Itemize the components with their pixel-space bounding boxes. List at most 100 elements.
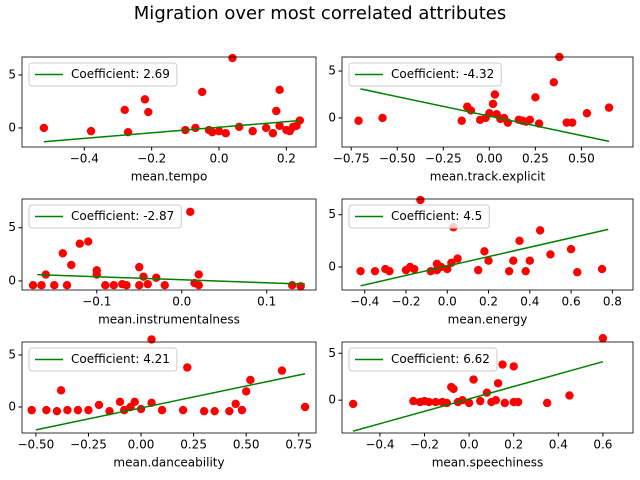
point <box>604 103 614 112</box>
point <box>214 126 224 136</box>
fit-line <box>37 273 305 285</box>
point <box>27 405 36 415</box>
legend-box <box>348 62 502 87</box>
point <box>498 360 507 369</box>
point <box>28 281 38 290</box>
point <box>504 266 514 276</box>
x-tick-label: 0.0 <box>172 295 191 309</box>
y-tick-label: 5 <box>8 348 16 362</box>
point <box>246 375 255 385</box>
x-tick-label: 0.4 <box>549 438 568 452</box>
point <box>385 266 394 276</box>
legend: Coefficient: 4.21 <box>28 347 178 372</box>
axes: −0.75 −0.50 −0.25 0.00 0.25 0.50 0 5 mean.track.… <box>328 52 634 184</box>
point <box>464 398 474 408</box>
axes-frame <box>341 341 634 434</box>
legend: Coefficient: 4.5 <box>348 204 490 229</box>
point <box>208 127 217 137</box>
x-axis-label: mean.speechiness <box>432 456 544 470</box>
point <box>272 106 281 116</box>
point <box>449 384 458 394</box>
fit-line <box>352 360 604 432</box>
x-tick-label: 0.00 <box>476 152 503 166</box>
point <box>152 273 161 282</box>
point <box>39 123 49 133</box>
point <box>144 107 153 117</box>
point <box>135 262 144 272</box>
legend-label: Coefficient: 2.69 <box>71 67 170 81</box>
point <box>521 266 530 276</box>
axes: −0.4 −0.2 0.0 0.2 0.4 0.6 0 5 mean.speechiness Co… <box>328 334 634 470</box>
legend-label: Coefficient: 6.62 <box>391 352 490 366</box>
point <box>531 93 540 102</box>
point <box>143 279 152 289</box>
legend-box <box>28 347 178 372</box>
x-axis-label: mean.energy <box>448 313 528 327</box>
axes: −0.1 0.0 0.1 0 5 mean.instrumentalness Coeffic… <box>8 198 317 327</box>
point <box>56 386 66 395</box>
x-axis-label: mean.track.explicit <box>430 170 546 184</box>
point <box>73 405 83 415</box>
point <box>500 398 509 408</box>
y-tick-label: 5 <box>328 64 336 78</box>
point <box>488 99 498 109</box>
legend-label: Coefficient: 4.21 <box>71 352 170 366</box>
point <box>490 90 500 99</box>
x-tick-label: −0.50 <box>379 152 416 166</box>
legend-box <box>348 204 490 229</box>
fit-line <box>43 119 300 143</box>
point <box>37 281 46 290</box>
point <box>277 366 287 375</box>
x-tick-label: 0.0 <box>438 295 457 309</box>
x-tick-label: 0.4 <box>520 295 539 309</box>
legend: Coefficient: 6.62 <box>348 347 498 372</box>
y-tick-label: 0 <box>8 400 16 414</box>
point <box>268 129 278 138</box>
point <box>228 53 237 63</box>
point <box>199 406 209 416</box>
point <box>235 122 244 132</box>
point <box>378 113 387 123</box>
legend: Coefficient: 2.69 <box>28 62 178 87</box>
point <box>157 405 167 415</box>
point <box>509 362 518 371</box>
legend-box <box>28 62 178 87</box>
point <box>566 245 576 254</box>
point <box>109 281 118 290</box>
point <box>84 237 93 246</box>
legend-box <box>28 204 182 229</box>
point <box>597 264 607 274</box>
point <box>431 397 440 407</box>
axes: −0.50 −0.25 0.00 0.25 0.50 0.75 0 5 mean.danceab… <box>8 335 317 470</box>
x-tick-label: −0.25 <box>425 152 462 166</box>
axes-frame <box>21 198 317 291</box>
point <box>453 254 462 263</box>
point <box>469 375 478 384</box>
legend-label: Coefficient: -2.87 <box>71 209 174 223</box>
x-tick-label: −0.2 <box>391 295 420 309</box>
x-tick-label: −0.75 <box>333 152 370 166</box>
x-tick-label: 0.25 <box>180 438 207 452</box>
point <box>248 126 257 136</box>
y-tick-label: 5 <box>8 220 16 234</box>
x-tick-label: 0.50 <box>568 152 595 166</box>
x-tick-label: 0.6 <box>593 438 612 452</box>
point <box>509 256 518 265</box>
x-axis-label: mean.instrumentalness <box>98 313 240 327</box>
point <box>120 105 129 115</box>
point <box>92 266 101 275</box>
point <box>484 256 493 265</box>
point <box>275 121 284 131</box>
axes: −0.4 −0.2 0.0 0.2 0.4 0.6 0.8 0 5 mean.energy Coef… <box>328 195 634 327</box>
x-tick-label: 0.2 <box>504 438 523 452</box>
point <box>565 391 574 400</box>
legend: Coefficient: -2.87 <box>28 204 182 229</box>
point <box>197 87 207 97</box>
point <box>62 281 72 290</box>
point <box>225 406 234 416</box>
x-tick-label: 0.0 <box>209 152 228 166</box>
y-tick-label: 5 <box>8 68 16 82</box>
point <box>139 272 148 281</box>
point <box>546 250 555 259</box>
